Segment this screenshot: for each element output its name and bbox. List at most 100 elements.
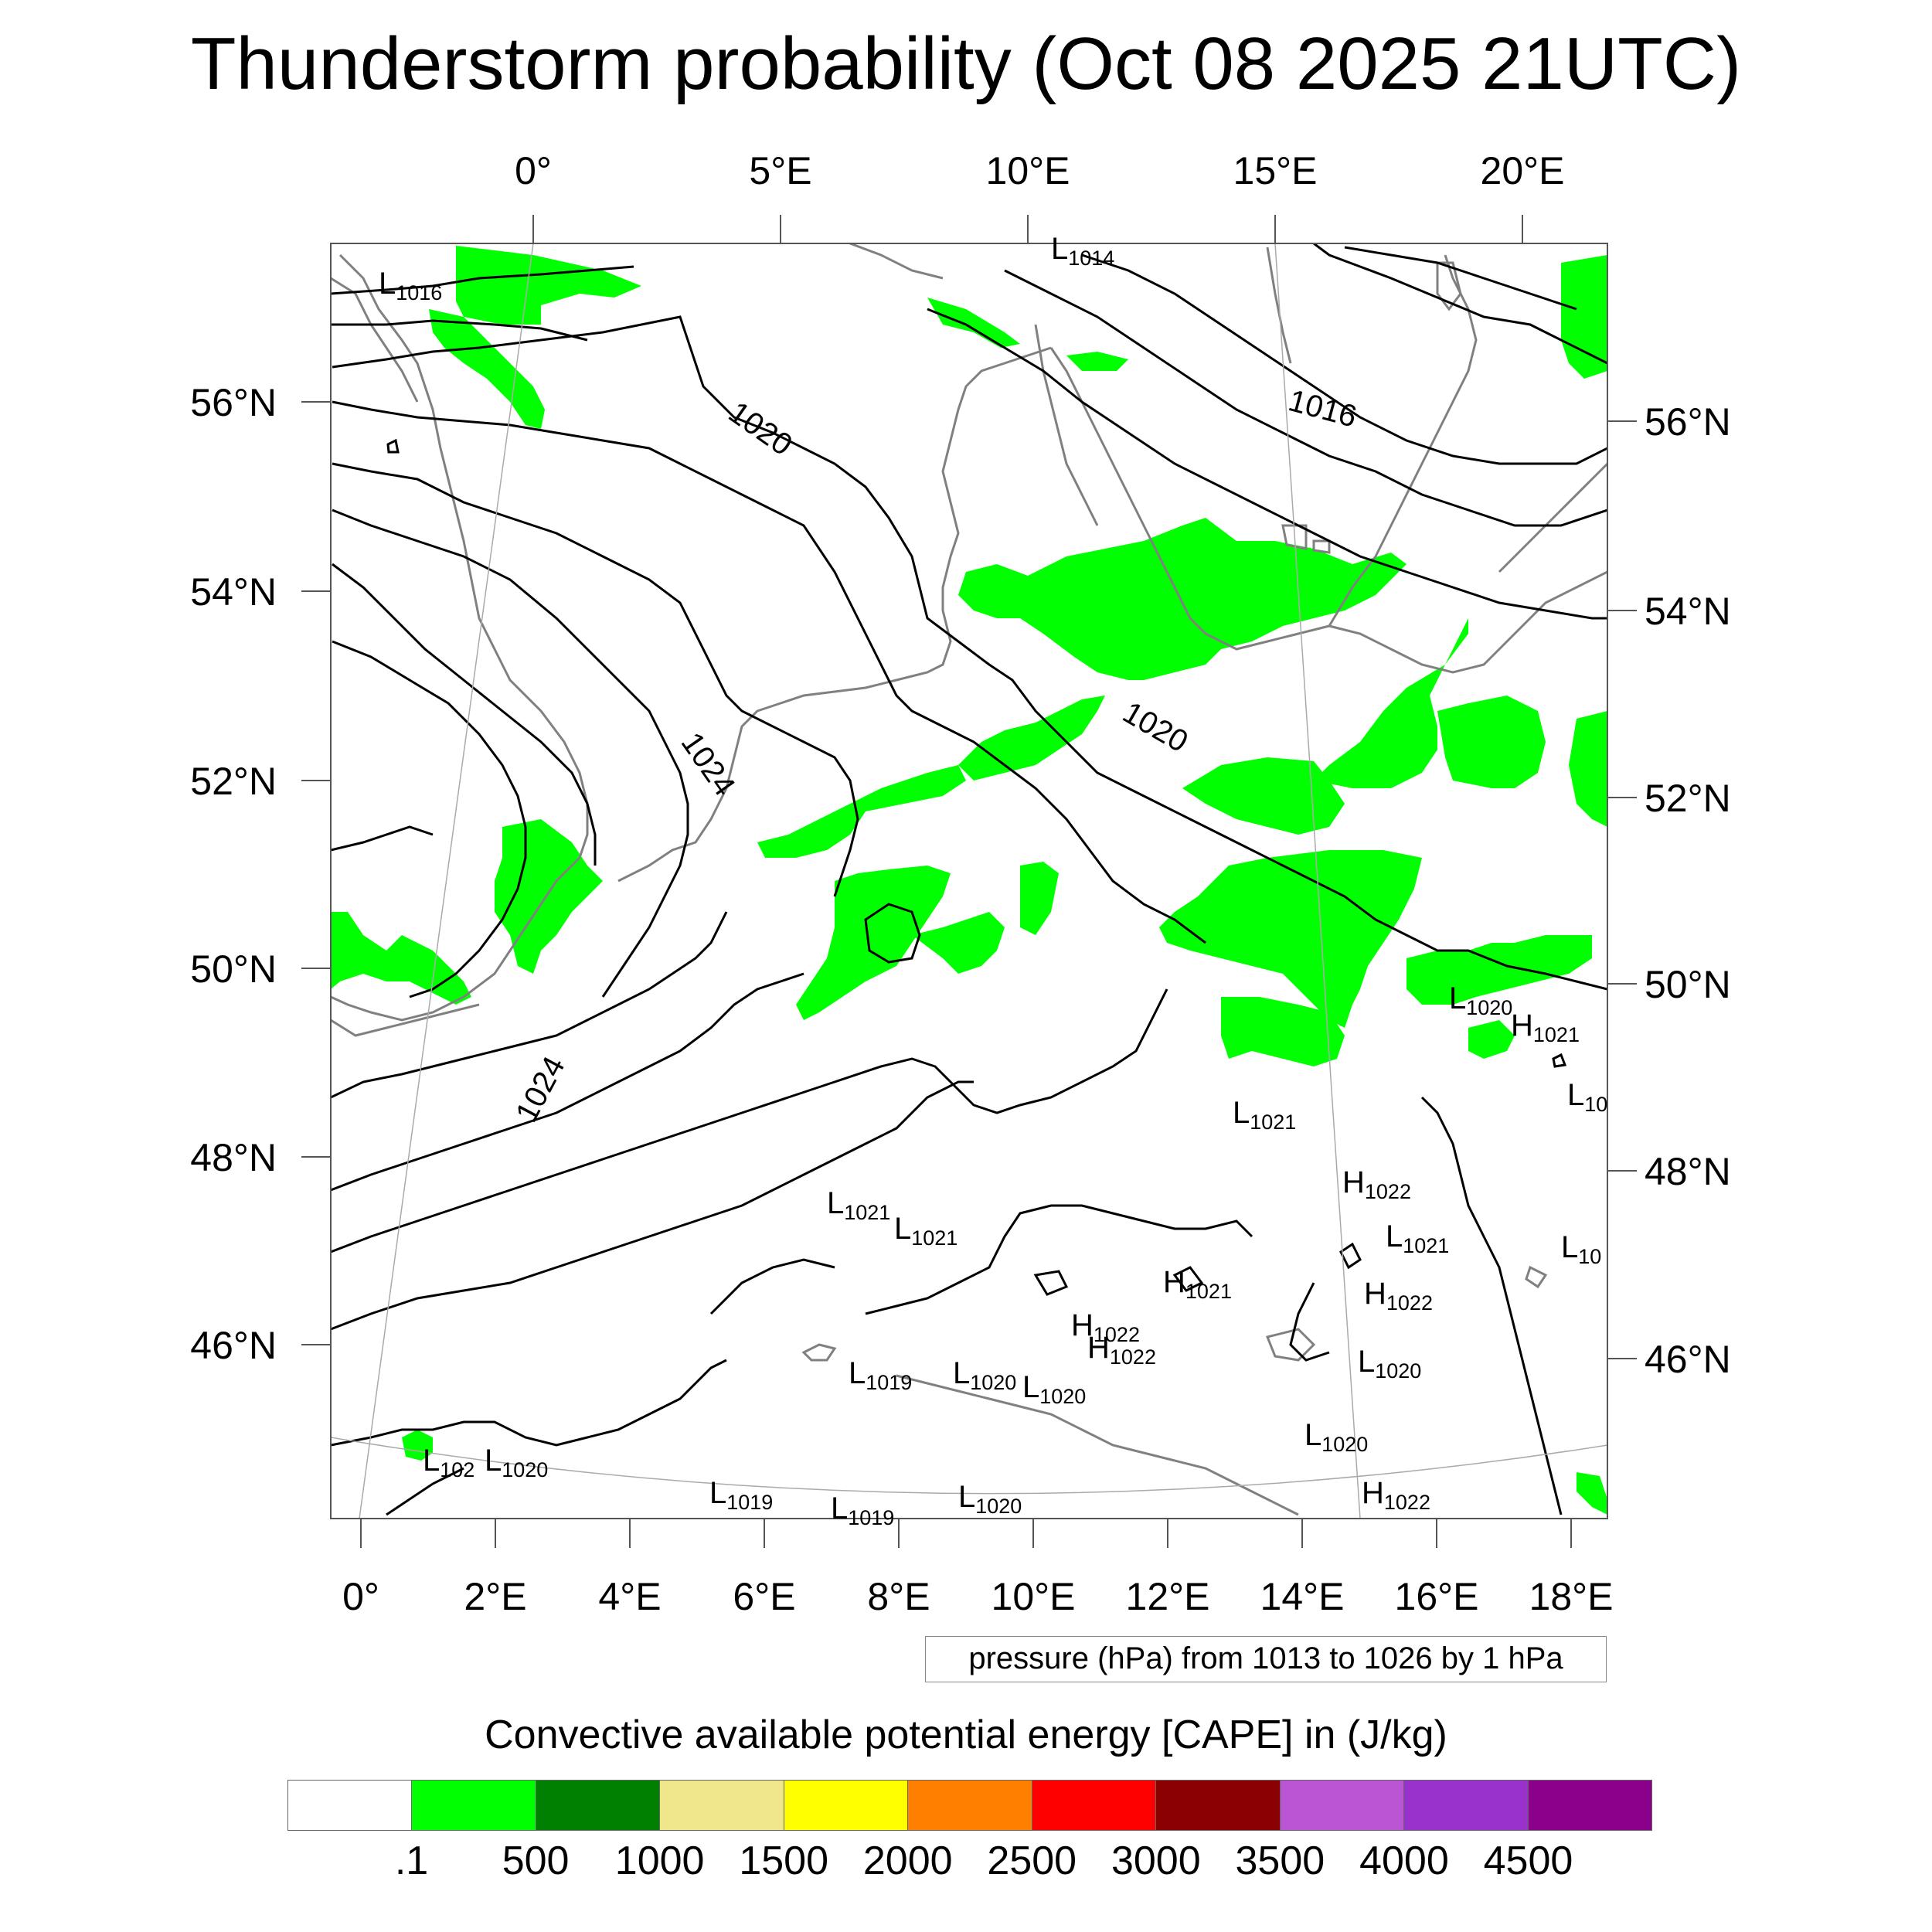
parallel-45N <box>331 1437 1607 1495</box>
colorbar-label: .1 <box>394 1838 429 1883</box>
isobar <box>331 1359 727 1447</box>
colorbar-swatch <box>1032 1781 1157 1830</box>
cape-area <box>912 912 1005 974</box>
colorbar-label: 1000 <box>614 1838 705 1883</box>
isobar <box>331 825 434 852</box>
bottom-axis-label: 12°E <box>1126 1575 1210 1618</box>
left-axis-label: 50°N <box>190 947 277 991</box>
isobar <box>1344 246 1577 311</box>
low-pressure-center: L1020 <box>1358 1345 1421 1383</box>
colorbar-swatch <box>536 1781 661 1830</box>
coastline-continent <box>617 346 1052 883</box>
low-pressure-center: L1019 <box>831 1492 894 1529</box>
cape-area <box>958 696 1105 781</box>
isobar-label: 1020 <box>1117 696 1194 760</box>
axis-ticks <box>301 215 1637 1548</box>
left-axis-label: 46°N <box>190 1324 277 1367</box>
colorbar-title: Convective available potential energy [C… <box>485 1713 1447 1757</box>
cape-area <box>1569 711 1607 827</box>
high-pressure-center: H1022 <box>1364 1277 1433 1315</box>
coastline-baltic-east <box>1498 462 1607 573</box>
cape-area <box>1561 255 1607 379</box>
isobar <box>1289 1282 1330 1362</box>
coastline-sweden <box>1328 254 1478 627</box>
isobar <box>331 911 728 1099</box>
high-pressure-center: H1022 <box>1362 1476 1430 1514</box>
colorbar-label: 3500 <box>1235 1838 1325 1883</box>
low-pressure-center: L1020 <box>1022 1370 1086 1408</box>
isobar <box>332 400 1206 944</box>
isobar <box>1420 1096 1563 1515</box>
cape-area <box>1437 696 1546 788</box>
cape-area <box>1468 1020 1515 1059</box>
colorbar-swatch <box>660 1781 784 1830</box>
left-axis-label: 52°N <box>190 760 277 803</box>
meridian-0 <box>359 243 534 1519</box>
low-pressure-center: L1019 <box>849 1356 912 1394</box>
isobar <box>1081 253 1607 465</box>
colorbar-swatch <box>412 1781 536 1830</box>
high-pressure-center: H1022 <box>1342 1165 1411 1203</box>
coastline-norway <box>849 243 944 280</box>
bottom-axis-label: 4°E <box>598 1575 661 1618</box>
colorbar-swatch <box>288 1781 413 1830</box>
high-pressure-center: H1022 <box>1071 1308 1140 1346</box>
coastline-gotland <box>1436 261 1462 311</box>
colorbar-swatch <box>908 1781 1032 1830</box>
top-axis-label: 20°E <box>1481 149 1565 192</box>
top-axis-label: 0° <box>515 149 552 192</box>
isobar <box>332 640 527 998</box>
bottom-axis-label: 0° <box>342 1575 379 1618</box>
colorbar-label: 2500 <box>987 1838 1077 1883</box>
isobar-closed <box>1033 1270 1069 1296</box>
coastline-denmark-east <box>1049 347 1330 651</box>
low-pressure-center: L1020 <box>1449 981 1512 1019</box>
cape-area <box>1159 850 1422 1028</box>
coastline-alps-lakes <box>801 1343 837 1362</box>
colorbar-label: 1500 <box>739 1838 829 1883</box>
colorbar-swatch <box>1528 1781 1651 1830</box>
isobars <box>331 243 1607 1516</box>
colorbar-label: 500 <box>502 1838 570 1883</box>
cape-area <box>1182 757 1345 835</box>
isobar-closed <box>1552 1053 1567 1068</box>
low-pressure-center: L1019 <box>709 1476 773 1514</box>
right-axis-label: 54°N <box>1645 590 1731 633</box>
bottom-axis-label: 10°E <box>992 1575 1076 1618</box>
isobar <box>331 1080 974 1331</box>
bottom-axis-label: 14°E <box>1260 1575 1345 1618</box>
low-pressure-center: L1020 <box>485 1444 548 1481</box>
graticule <box>331 243 1607 1519</box>
cape-area <box>1314 618 1468 788</box>
isobar <box>332 563 597 866</box>
cape-area <box>456 246 641 325</box>
axis-tick-labels: 0° 5°E 10°E 15°E 20°E 0° 2°E 4°E 6°E 8°E 10°E 12°E 1… <box>190 149 1730 1618</box>
isobar <box>709 1258 835 1315</box>
isobar <box>1004 269 1607 527</box>
cape-areas <box>331 246 1607 1515</box>
coastline-uk-south <box>331 1003 480 1037</box>
isobar <box>331 972 804 1192</box>
coastline-adriatic-east <box>1174 1459 1299 1516</box>
colorbar-label: 2000 <box>862 1838 953 1883</box>
cape-area <box>927 298 1020 348</box>
bottom-axis-label: 8°E <box>867 1575 930 1618</box>
low-pressure-center: L1021 <box>1386 1219 1449 1257</box>
map-frame <box>330 243 1608 1519</box>
isobar-closed <box>1339 1242 1362 1270</box>
low-pressure-center: L1016 <box>379 267 442 304</box>
top-axis-label: 5°E <box>749 149 811 192</box>
isobar <box>331 988 1168 1253</box>
coastline-lake <box>1525 1265 1548 1289</box>
coastline-uk-east <box>331 253 589 1022</box>
bottom-axis-label: 18°E <box>1529 1575 1614 1618</box>
coastline-baltic-south <box>1328 570 1607 674</box>
pressure-note: pressure (hPa) from 1013 to 1026 by 1 hP… <box>925 1636 1607 1682</box>
colorbar <box>287 1780 1652 1831</box>
right-axis-label: 48°N <box>1645 1150 1731 1193</box>
cape-area <box>757 765 966 858</box>
low-pressure-center: L1021 <box>827 1186 890 1224</box>
left-axis-label: 54°N <box>190 570 277 614</box>
right-axis-label: 56°N <box>1645 400 1731 444</box>
bottom-axis-label: 2°E <box>464 1575 526 1618</box>
